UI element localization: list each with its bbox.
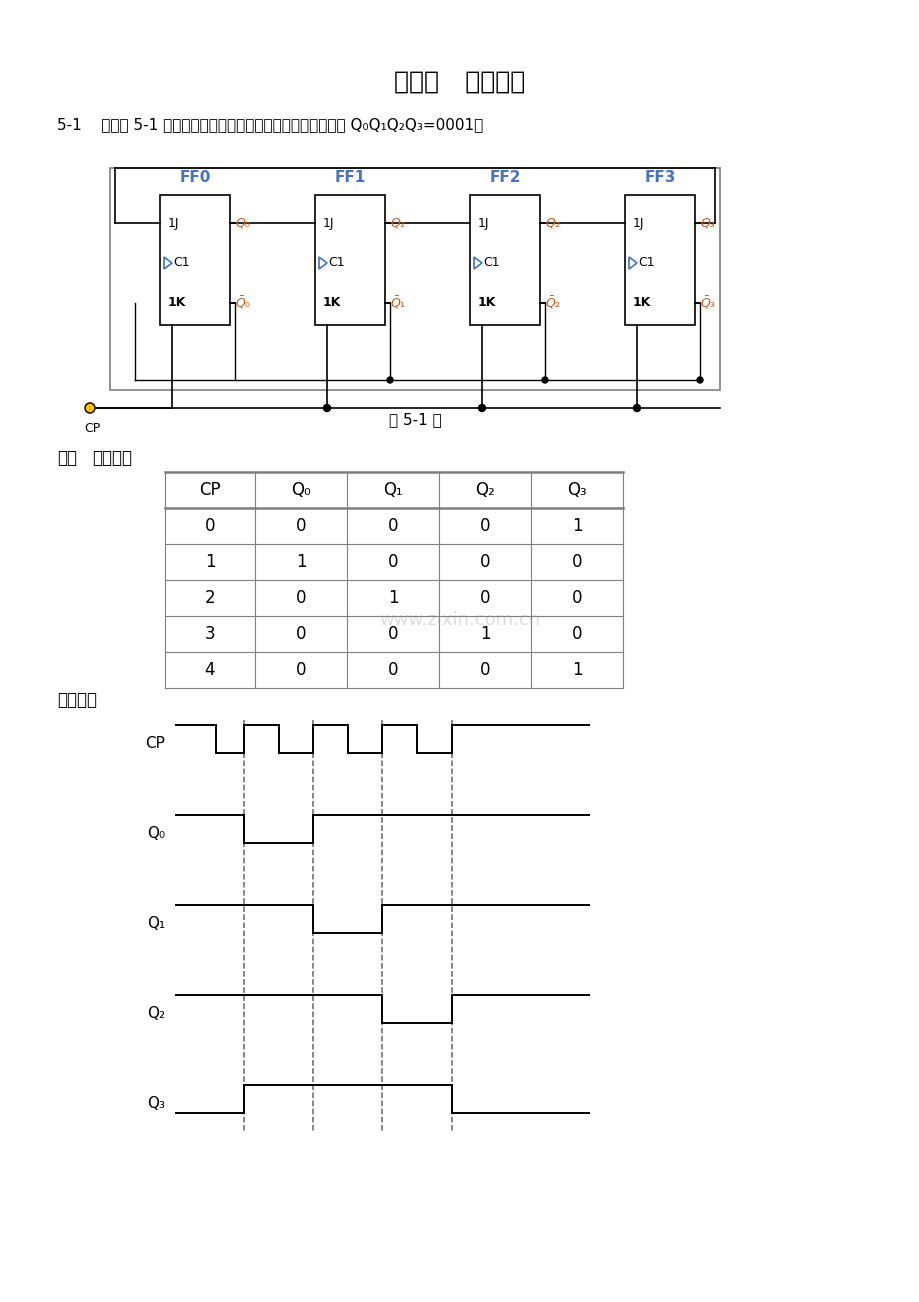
Text: 2: 2 <box>204 589 215 607</box>
Circle shape <box>697 378 702 383</box>
Text: Q₃: Q₃ <box>699 216 714 229</box>
Text: 1K: 1K <box>478 297 496 310</box>
Text: C1: C1 <box>328 256 345 270</box>
Bar <box>110 168 720 391</box>
Circle shape <box>478 405 485 411</box>
Text: Q₁: Q₁ <box>147 917 165 931</box>
Text: 1: 1 <box>479 625 490 643</box>
Text: 1K: 1K <box>168 297 187 310</box>
Text: 0: 0 <box>295 589 306 607</box>
Circle shape <box>85 404 95 413</box>
Bar <box>470 195 539 326</box>
Text: 时序图：: 时序图： <box>57 691 96 710</box>
Text: 0: 0 <box>387 553 398 572</box>
Text: FF2: FF2 <box>489 171 520 185</box>
Text: 0: 0 <box>479 661 490 680</box>
Text: Q₁: Q₁ <box>383 480 403 499</box>
Bar <box>160 195 230 326</box>
Text: 5-1    分析题 5-1 图所示电路，画出时序图和状态图，起始状态 Q₀Q₁Q₂Q₃=0001。: 5-1 分析题 5-1 图所示电路，画出时序图和状态图，起始状态 Q₀Q₁Q₂Q… <box>57 117 482 133</box>
Text: Q₂: Q₂ <box>474 480 494 499</box>
Text: 1: 1 <box>295 553 306 572</box>
Text: www.zixin.com.cn: www.zixin.com.cn <box>379 611 540 629</box>
Text: 解：: 解： <box>57 449 77 467</box>
Text: Q₃: Q₃ <box>147 1096 165 1112</box>
Text: $\bar{Q}$₂: $\bar{Q}$₂ <box>544 294 561 311</box>
Circle shape <box>387 378 392 383</box>
Text: 0: 0 <box>387 517 398 535</box>
Text: 1J: 1J <box>323 216 335 229</box>
Circle shape <box>541 378 548 383</box>
Text: Q₃: Q₃ <box>567 480 586 499</box>
Text: 0: 0 <box>479 553 490 572</box>
Text: FF3: FF3 <box>643 171 675 185</box>
Text: 0: 0 <box>571 589 582 607</box>
Text: CP: CP <box>199 480 221 499</box>
Text: 0: 0 <box>295 625 306 643</box>
Bar <box>624 195 694 326</box>
Bar <box>314 195 384 326</box>
Text: C1: C1 <box>637 256 654 270</box>
Text: 状态图：: 状态图： <box>92 449 131 467</box>
Text: 1: 1 <box>571 661 582 680</box>
Text: 0: 0 <box>479 517 490 535</box>
Text: 1: 1 <box>571 517 582 535</box>
Text: 1K: 1K <box>323 297 341 310</box>
Text: 1J: 1J <box>632 216 644 229</box>
Text: 1: 1 <box>204 553 215 572</box>
Text: 0: 0 <box>205 517 215 535</box>
Text: 1J: 1J <box>168 216 179 229</box>
Text: $\bar{Q}$₃: $\bar{Q}$₃ <box>699 294 715 311</box>
Text: Q₀: Q₀ <box>234 216 250 229</box>
Text: 0: 0 <box>387 625 398 643</box>
Text: 1: 1 <box>387 589 398 607</box>
Text: CP: CP <box>145 737 165 751</box>
Text: Q₂: Q₂ <box>544 216 560 229</box>
Text: FF0: FF0 <box>179 171 210 185</box>
Text: Q₁: Q₁ <box>390 216 404 229</box>
Text: 3: 3 <box>204 625 215 643</box>
Text: 1J: 1J <box>478 216 489 229</box>
Text: C1: C1 <box>482 256 499 270</box>
Text: 1K: 1K <box>632 297 651 310</box>
Text: 第五章   习题答案: 第五章 习题答案 <box>394 70 525 94</box>
Text: 0: 0 <box>295 517 306 535</box>
Text: Q₂: Q₂ <box>147 1006 165 1022</box>
Text: 0: 0 <box>571 553 582 572</box>
Text: FF1: FF1 <box>334 171 365 185</box>
Text: 0: 0 <box>295 661 306 680</box>
Text: $\bar{Q}$₁: $\bar{Q}$₁ <box>390 294 406 311</box>
Text: CP: CP <box>84 422 100 435</box>
Circle shape <box>323 405 330 411</box>
Circle shape <box>633 405 640 411</box>
Text: C1: C1 <box>173 256 189 270</box>
Text: $\bar{Q}$₀: $\bar{Q}$₀ <box>234 294 251 311</box>
Text: Q₀: Q₀ <box>147 827 165 841</box>
Text: 题 5-1 图: 题 5-1 图 <box>388 413 441 427</box>
Text: 4: 4 <box>205 661 215 680</box>
Text: 0: 0 <box>571 625 582 643</box>
Text: Q₀: Q₀ <box>290 480 311 499</box>
Text: 0: 0 <box>387 661 398 680</box>
Text: 0: 0 <box>479 589 490 607</box>
